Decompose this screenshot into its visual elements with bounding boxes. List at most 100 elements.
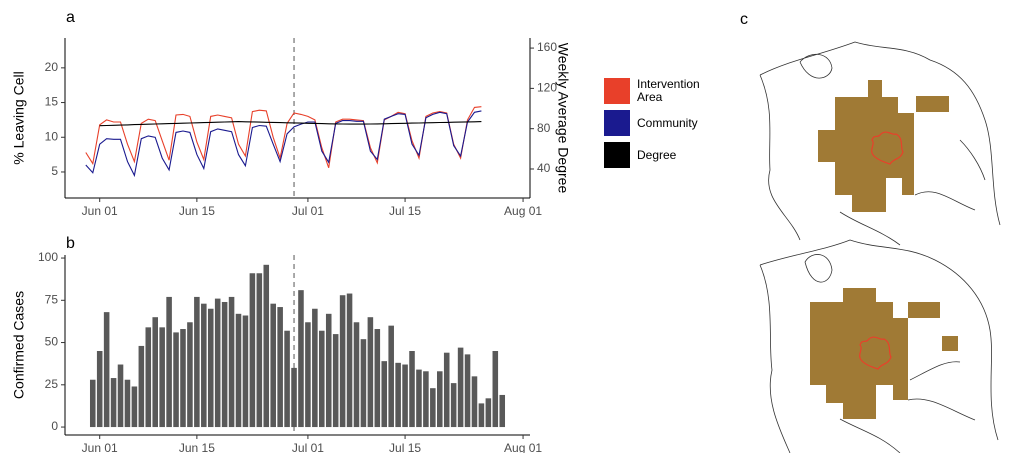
y-tick-label: 75: [45, 292, 59, 306]
x-tick-label: Jun 01: [82, 204, 118, 218]
y-tick-label: 5: [51, 164, 58, 178]
bar: [305, 322, 311, 428]
y-tick-label: 0: [51, 419, 58, 433]
legend-entry: Degree: [637, 147, 677, 162]
y2-tick-label: 120: [537, 81, 557, 95]
x-tick-label: Aug 01: [504, 204, 542, 218]
intervention-outline: [859, 131, 904, 370]
legend-swatch: [604, 78, 630, 104]
intervention-cells: [810, 288, 908, 419]
bar: [478, 403, 485, 428]
x-tick-label: Jun 01: [82, 441, 118, 453]
bar: [430, 388, 436, 428]
bar: [402, 364, 408, 428]
legend-swatch: [604, 110, 630, 136]
bar: [492, 351, 499, 428]
bar: [145, 327, 152, 428]
y-axis-label: % Leaving Cell: [11, 71, 27, 164]
bar: [485, 398, 492, 428]
y2-tick-label: 40: [537, 161, 551, 175]
intervention-cell: [908, 302, 940, 318]
map-boundary: [759, 41, 1001, 246]
bar: [325, 313, 332, 428]
y-axis-label: Confirmed Cases: [11, 291, 27, 399]
y2-tick-label: 160: [537, 40, 557, 54]
y-tick-label: 15: [45, 95, 59, 109]
bar: [319, 330, 325, 428]
series-line: [85, 110, 482, 178]
bar: [270, 303, 276, 428]
y2-tick-label: 80: [537, 121, 551, 135]
bar: [409, 351, 415, 428]
bar: [180, 329, 186, 428]
bar: [284, 330, 290, 428]
bar: [339, 295, 346, 428]
x-tick-label: Aug 01: [504, 441, 542, 453]
bar: [159, 327, 165, 428]
area-outline: [859, 336, 892, 370]
intervention-cells: [818, 80, 914, 212]
x-tick-label: Jul 15: [389, 441, 421, 453]
bar: [298, 290, 304, 428]
bar: [423, 371, 429, 428]
map-boundary: [759, 239, 999, 453]
intervention-cell: [916, 96, 949, 112]
legend-swatch: [604, 142, 630, 168]
bar: [131, 386, 138, 428]
legend-label: Degree: [637, 147, 677, 162]
y-tick-label: 50: [45, 335, 59, 349]
bar: [353, 322, 360, 428]
legend-entry: Intervention Area: [637, 77, 700, 104]
bar: [110, 378, 117, 428]
legend-label: Community: [637, 115, 698, 130]
map-panel: [759, 41, 1001, 453]
bar: [214, 298, 221, 428]
intervention-cell: [942, 336, 958, 351]
bar: [194, 296, 200, 428]
legend-label: Intervention Area: [637, 77, 700, 104]
panel-label: a: [66, 9, 75, 26]
bar: [263, 264, 270, 428]
x-tick-label: Jun 15: [179, 204, 215, 218]
bar: [249, 273, 256, 428]
bar: [346, 293, 353, 428]
bar: [117, 364, 124, 428]
bar: [450, 383, 457, 428]
bar: [201, 303, 207, 428]
bar: [443, 352, 450, 428]
bar: [124, 379, 131, 428]
bar: [367, 317, 374, 428]
bar: [457, 347, 464, 428]
bar: [166, 296, 172, 428]
bar: [277, 307, 283, 428]
x-tick-label: Jul 15: [389, 204, 421, 218]
bar: [471, 376, 478, 428]
bar: [242, 315, 249, 428]
bar: [416, 369, 422, 428]
bar: [312, 308, 318, 428]
bar: [291, 367, 297, 428]
legend-entry: Community: [637, 115, 698, 130]
bar: [96, 351, 103, 428]
bar: [332, 334, 339, 428]
x-tick-label: Jun 15: [179, 441, 215, 453]
y-tick-label: 20: [45, 60, 59, 74]
bar: [360, 339, 367, 428]
bar: [152, 317, 158, 428]
bar: [395, 362, 401, 428]
y-tick-label: 100: [38, 250, 58, 264]
bar: [138, 345, 145, 428]
bar: [381, 361, 388, 428]
bar: [187, 322, 193, 428]
map-cells: [810, 80, 958, 419]
panel-label: c: [740, 11, 748, 28]
bar: [228, 296, 235, 428]
bar: [464, 354, 471, 428]
y2-axis-label: Weekly Average Degree: [555, 43, 571, 194]
bar: [374, 329, 381, 428]
bar: [499, 394, 506, 428]
area-outline: [871, 131, 904, 165]
bar: [256, 273, 263, 428]
bar: [221, 301, 228, 428]
x-tick-label: Jul 01: [292, 204, 324, 218]
